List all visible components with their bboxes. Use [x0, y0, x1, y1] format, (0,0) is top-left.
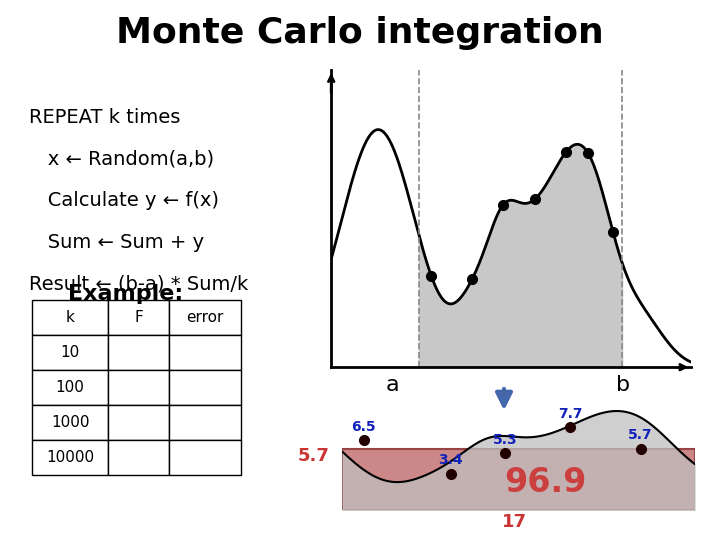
Text: F: F: [134, 310, 143, 325]
Bar: [108, 440, 169, 475]
Text: Calculate y ← f(x): Calculate y ← f(x): [29, 191, 219, 210]
Text: 5.7: 5.7: [629, 428, 653, 442]
Text: 6.5: 6.5: [351, 420, 376, 434]
Text: a: a: [386, 375, 399, 395]
Bar: [342, 449, 695, 510]
Text: 1000: 1000: [51, 415, 89, 430]
Text: 17: 17: [503, 513, 527, 531]
Text: Monte Carlo integration: Monte Carlo integration: [116, 16, 604, 50]
Text: error: error: [186, 310, 224, 325]
Text: Sum ← Sum + y: Sum ← Sum + y: [29, 233, 204, 252]
Bar: [32, 440, 108, 475]
Bar: [108, 405, 169, 440]
Text: Result ← (b-a) * Sum/k: Result ← (b-a) * Sum/k: [29, 274, 248, 293]
Bar: [108, 300, 169, 335]
Bar: [169, 335, 241, 370]
Text: 7.7: 7.7: [558, 407, 582, 421]
Text: 5.7: 5.7: [298, 447, 330, 465]
Bar: [169, 440, 241, 475]
Text: REPEAT k times: REPEAT k times: [29, 108, 180, 127]
Bar: [169, 405, 241, 440]
Bar: [108, 335, 169, 370]
Text: 10: 10: [60, 345, 80, 360]
Bar: [169, 300, 241, 335]
Bar: [32, 370, 108, 405]
Text: Example:: Example:: [68, 284, 184, 303]
Text: 5.3: 5.3: [492, 433, 517, 447]
Text: x ← Random(a,b): x ← Random(a,b): [29, 150, 214, 168]
Bar: [169, 370, 241, 405]
Text: 100: 100: [55, 380, 85, 395]
Text: 96.9: 96.9: [504, 465, 587, 499]
Bar: [108, 370, 169, 405]
Text: b: b: [616, 375, 630, 395]
Text: 3.4: 3.4: [438, 453, 463, 467]
Bar: [32, 405, 108, 440]
Text: k: k: [66, 310, 75, 325]
Bar: [32, 300, 108, 335]
Text: 10000: 10000: [46, 450, 94, 465]
Bar: [32, 335, 108, 370]
